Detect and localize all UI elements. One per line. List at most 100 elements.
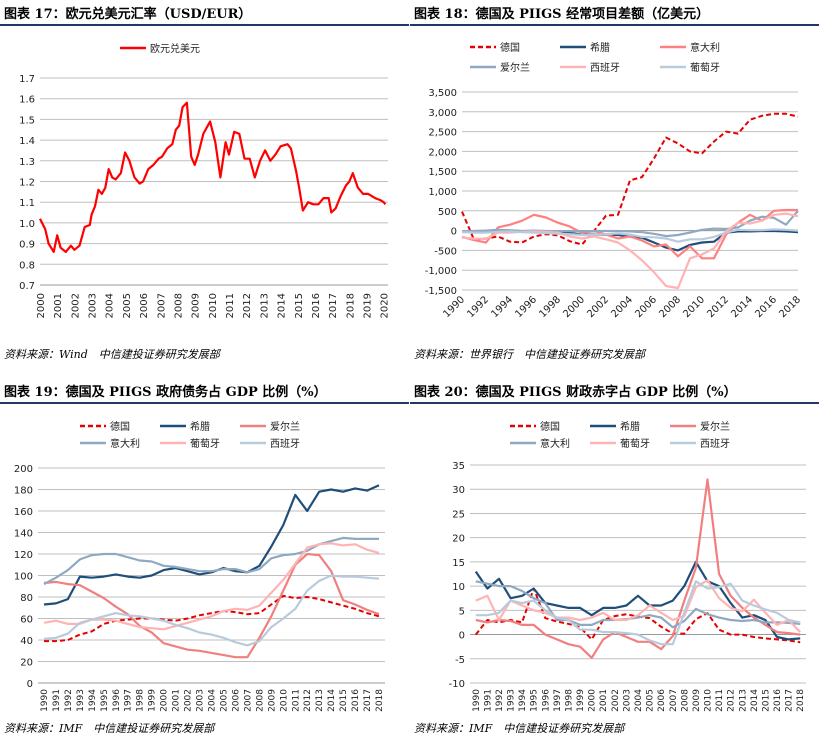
title-rule <box>0 402 409 404</box>
legend-label: 葡萄牙 <box>190 437 220 450</box>
x-tick-label: 2016 <box>753 294 779 320</box>
x-tick-label: 1992 <box>465 294 491 320</box>
y-tick-label: 80 <box>20 593 33 604</box>
series-line-0 <box>461 112 799 246</box>
x-tick-label: 2012 <box>303 689 313 712</box>
x-tick-label: 2000 <box>160 689 170 712</box>
legend-label: 西班牙 <box>270 438 300 450</box>
x-tick-label: 2004 <box>634 689 644 712</box>
x-tick-label: 1991 <box>483 689 493 712</box>
legend-label: 希腊 <box>620 420 640 433</box>
chart-panel-18: 图表 18：德国及 PIIGS 经常项目差额（亿美元） -1,500 -1,000… <box>410 0 819 370</box>
series-line-4 <box>475 579 801 633</box>
title-rule <box>410 402 819 404</box>
y-tick-label: 0 <box>27 679 33 690</box>
y-tick-label: 100 <box>14 572 33 583</box>
fx-rate-chart: 0.7 0.8 0.9 1.0 1.1 1.2 1.3 1.4 1.5 1.6 1.7 2000 200… <box>19 42 391 318</box>
chart-panel-20: 图表 20：德国及 PIIGS 财政赤字占 GDP 比例（%） -10 -5 0 5 1… <box>410 378 819 743</box>
x-tick-label: 1990 <box>441 294 467 320</box>
x-tick-label: 1999 <box>148 689 158 712</box>
legend-label: 德国 <box>500 41 520 54</box>
x-tick-label: 1990 <box>40 689 50 712</box>
series-line-4 <box>43 542 380 631</box>
x-tick-label: 2012 <box>242 293 253 318</box>
x-tick-label: 2013 <box>259 293 270 318</box>
x-tick-label: 2018 <box>345 293 356 318</box>
x-tick-label: 2010 <box>208 293 219 318</box>
y-tick-label: 20 <box>20 658 33 669</box>
x-tick-label: 2005 <box>122 293 133 318</box>
series-line-0 <box>39 101 387 253</box>
x-tick-label: 2005 <box>646 689 656 712</box>
y-tick-label: 1.3 <box>19 157 35 168</box>
y-tick-label: 0 <box>459 631 465 642</box>
x-tick-label: 2020 <box>380 293 391 318</box>
x-tick-label: 1994 <box>518 689 528 712</box>
x-tick-label: 2009 <box>191 293 202 318</box>
y-tick-label: 5 <box>459 606 465 617</box>
x-tick-label: 2003 <box>88 293 99 318</box>
y-tick-label: 2,500 <box>428 128 457 139</box>
x-tick-label: 2008 <box>255 689 265 712</box>
y-tick-label: 1,000 <box>428 187 457 198</box>
x-tick-label: 2000 <box>588 689 598 712</box>
x-tick-label: 1992 <box>64 689 74 712</box>
x-tick-label: 1991 <box>52 689 62 712</box>
x-tick-label: 2017 <box>363 689 373 712</box>
y-tick-label: 1.6 <box>19 95 35 106</box>
x-tick-label: 2018 <box>777 294 803 320</box>
x-tick-label: 1999 <box>576 689 586 712</box>
x-tick-label: 2017 <box>785 689 795 712</box>
x-tick-label: 1994 <box>88 689 98 712</box>
x-tick-label: 2009 <box>692 689 702 712</box>
x-tick-label: 1995 <box>530 689 540 712</box>
y-tick-label: 30 <box>452 485 465 496</box>
y-tick-label: -500 <box>434 246 457 257</box>
y-tick-label: 2,000 <box>428 147 457 158</box>
x-tick-label: 2003 <box>196 689 206 712</box>
x-tick-label: 1998 <box>537 294 563 320</box>
x-tick-label: 2008 <box>657 294 683 320</box>
x-tick-label: 2006 <box>231 689 241 712</box>
x-tick-label: 2010 <box>681 294 707 320</box>
x-tick-label: 2000 <box>36 293 47 318</box>
y-tick-label: 0.8 <box>19 260 35 271</box>
y-tick-label: 1.0 <box>19 219 35 230</box>
y-tick-label: 1.4 <box>19 136 35 147</box>
y-tick-label: 0 <box>451 227 457 238</box>
x-tick-label: 2007 <box>156 293 167 318</box>
series-line-2 <box>43 552 380 659</box>
current-account-chart: -1,500 -1,000 -500 0 500 1,000 1,500 2,000 2,500… <box>425 41 803 320</box>
source-note: 资料来源：世界银行 中信建投证券研究发展部 <box>414 348 645 361</box>
x-tick-label: 2007 <box>669 689 679 712</box>
x-tick-label: 2013 <box>315 689 325 712</box>
series-line-5 <box>43 574 380 647</box>
y-tick-label: 3,500 <box>428 88 457 99</box>
y-tick-label: -1,000 <box>425 266 457 277</box>
chart-panel-19: 图表 19：德国及 PIIGS 政府债务占 GDP 比例（%） 0 20 40 60 8… <box>0 378 409 743</box>
x-tick-label: 2015 <box>339 689 349 712</box>
chart-title: 图表 20：德国及 PIIGS 财政赤字占 GDP 比例（%） <box>414 385 737 400</box>
chart-title: 图表 17：欧元兑美元汇率（USD/EUR） <box>4 7 252 22</box>
x-tick-label: 2011 <box>225 293 236 318</box>
x-tick-label: 2014 <box>729 294 755 320</box>
x-tick-label: 2011 <box>715 689 725 712</box>
y-tick-label: 180 <box>14 486 33 497</box>
series-line-2 <box>461 208 798 260</box>
legend-label: 爱尔兰 <box>700 420 730 433</box>
x-tick-label: 2013 <box>738 689 748 712</box>
x-tick-label: 1996 <box>541 689 551 712</box>
chart-title: 图表 19：德国及 PIIGS 政府债务占 GDP 比例（%） <box>4 385 327 400</box>
x-tick-label: 2004 <box>609 294 635 320</box>
x-tick-label: 2012 <box>705 294 731 320</box>
x-tick-label: 2006 <box>633 294 659 320</box>
y-tick-label: -5 <box>455 655 465 666</box>
x-tick-label: 2006 <box>139 293 150 318</box>
series-line-0 <box>44 594 380 643</box>
y-tick-label: 0.9 <box>19 240 35 251</box>
legend-label: 爱尔兰 <box>500 61 530 74</box>
legend-label: 爱尔兰 <box>270 420 300 433</box>
y-tick-label: 1.1 <box>19 198 35 209</box>
source-note: 资料来源：IMF 中信建投证券研究发展部 <box>414 722 625 735</box>
legend-label: 德国 <box>540 420 560 433</box>
